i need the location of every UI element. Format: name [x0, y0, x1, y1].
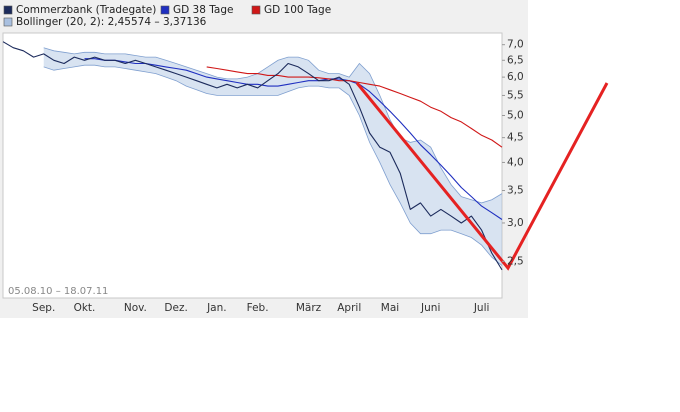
bollinger-band	[43, 47, 503, 266]
legend-swatch	[3, 17, 13, 27]
y-tick-label: 4,0	[507, 156, 524, 168]
bollinger-lower	[43, 64, 503, 266]
plot-area	[2, 32, 503, 299]
series-line	[206, 66, 503, 148]
legend-swatch	[160, 5, 170, 15]
y-tick-label: 6,0	[507, 71, 524, 83]
x-tick-label: Juni	[420, 302, 440, 314]
x-tick-label: Dez.	[164, 302, 187, 314]
legend-label: Commerzbank (Tradegate)	[16, 4, 156, 16]
plot	[2, 41, 503, 271]
y-tick-label: 5,0	[507, 109, 524, 121]
y-tick-label: 5,5	[507, 89, 524, 101]
legend-label: Bollinger (20, 2): 2,45574 – 3,37136	[16, 16, 207, 28]
y-tick-label: 4,5	[507, 132, 524, 144]
y-tick-label: 2,5	[507, 255, 524, 267]
x-tick-label: Mai	[381, 302, 399, 314]
x-tick-label: Jan.	[206, 302, 227, 314]
legend-swatch	[251, 5, 261, 15]
y-tick-label: 6,5	[507, 54, 524, 66]
bollinger-upper	[43, 47, 503, 204]
y-tick-label: 3,0	[507, 217, 524, 229]
legend-label: GD 100 Tage	[264, 4, 331, 16]
x-tick-label: Nov.	[124, 302, 147, 314]
annotation-v	[355, 82, 609, 271]
x-tick-label: Feb.	[247, 302, 269, 314]
legend: Commerzbank (Tradegate) GD 38 Tage GD 100 …	[3, 4, 331, 28]
x-tick-label: Sep.	[32, 302, 55, 314]
date-range: 05.08.10 – 18.07.11	[8, 286, 108, 297]
y-tick-label: 3,5	[507, 185, 524, 197]
x-tick-label: April	[337, 302, 361, 314]
series-line	[2, 41, 503, 271]
x-tick-label: Okt.	[74, 302, 96, 314]
x-tick-label: Juli	[473, 302, 490, 314]
x-tick-label: März	[296, 302, 322, 314]
legend-swatch	[3, 5, 13, 15]
y-tick-label: 7,0	[507, 39, 524, 51]
series-line	[84, 58, 503, 220]
legend-label: GD 38 Tage	[173, 4, 234, 16]
